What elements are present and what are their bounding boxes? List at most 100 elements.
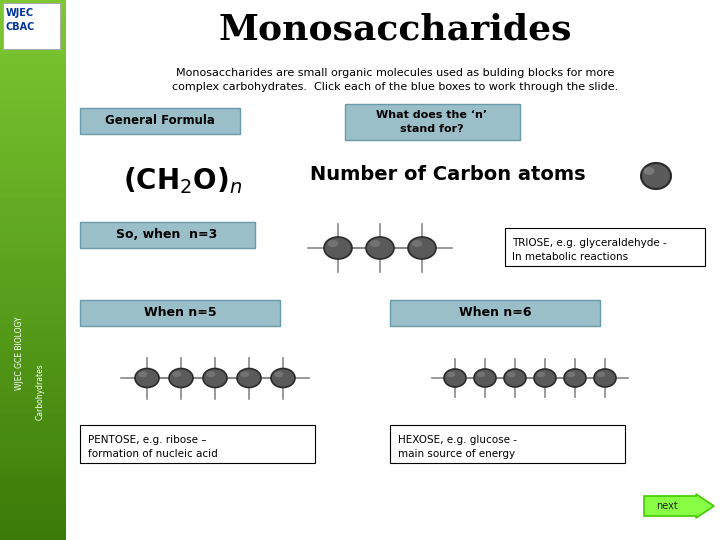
Text: PENTOSE, e.g. ribose –: PENTOSE, e.g. ribose – <box>88 435 207 445</box>
Ellipse shape <box>172 371 181 377</box>
Polygon shape <box>0 342 66 351</box>
Ellipse shape <box>366 237 394 259</box>
Text: When n=6: When n=6 <box>459 307 531 320</box>
Ellipse shape <box>237 368 261 388</box>
Polygon shape <box>0 405 66 414</box>
Ellipse shape <box>206 371 215 377</box>
Text: What does the ‘n’
stand for?: What does the ‘n’ stand for? <box>377 110 487 134</box>
Polygon shape <box>0 324 66 333</box>
Ellipse shape <box>474 369 496 387</box>
Polygon shape <box>0 225 66 234</box>
Ellipse shape <box>594 369 616 387</box>
Polygon shape <box>0 90 66 99</box>
Polygon shape <box>0 234 66 243</box>
Ellipse shape <box>534 369 556 387</box>
Text: CBAC: CBAC <box>6 22 35 32</box>
Polygon shape <box>0 369 66 378</box>
Polygon shape <box>0 45 66 54</box>
Ellipse shape <box>641 163 671 189</box>
Ellipse shape <box>274 371 283 377</box>
FancyBboxPatch shape <box>80 300 280 326</box>
Polygon shape <box>0 108 66 117</box>
Polygon shape <box>0 441 66 450</box>
Text: Number of Carbon atoms: Number of Carbon atoms <box>310 165 586 184</box>
Polygon shape <box>0 36 66 45</box>
Ellipse shape <box>477 372 485 377</box>
Polygon shape <box>0 162 66 171</box>
Ellipse shape <box>408 237 436 259</box>
Text: So, when  n=3: So, when n=3 <box>117 228 217 241</box>
FancyBboxPatch shape <box>3 3 60 49</box>
Ellipse shape <box>369 240 380 247</box>
Polygon shape <box>0 531 66 540</box>
Text: HEXOSE, e.g. glucose -: HEXOSE, e.g. glucose - <box>398 435 517 445</box>
FancyBboxPatch shape <box>390 300 600 326</box>
Polygon shape <box>0 144 66 153</box>
Polygon shape <box>0 207 66 216</box>
Ellipse shape <box>328 240 338 247</box>
Polygon shape <box>0 171 66 180</box>
Polygon shape <box>0 360 66 369</box>
Polygon shape <box>0 252 66 261</box>
Ellipse shape <box>203 368 227 388</box>
Polygon shape <box>0 522 66 531</box>
Polygon shape <box>0 333 66 342</box>
Polygon shape <box>0 117 66 126</box>
Polygon shape <box>0 387 66 396</box>
Ellipse shape <box>567 372 575 377</box>
Polygon shape <box>0 351 66 360</box>
Text: WJEC GCE BIOLOGY: WJEC GCE BIOLOGY <box>16 316 24 390</box>
Polygon shape <box>0 414 66 423</box>
Polygon shape <box>0 513 66 522</box>
Polygon shape <box>0 468 66 477</box>
Polygon shape <box>0 459 66 468</box>
Text: Carbohydrates: Carbohydrates <box>35 363 45 420</box>
Polygon shape <box>0 279 66 288</box>
FancyArrow shape <box>644 494 714 518</box>
Ellipse shape <box>324 237 352 259</box>
Polygon shape <box>0 288 66 297</box>
Ellipse shape <box>138 371 148 377</box>
Polygon shape <box>0 432 66 441</box>
Polygon shape <box>0 396 66 405</box>
Polygon shape <box>0 270 66 279</box>
FancyBboxPatch shape <box>80 108 240 134</box>
Polygon shape <box>0 27 66 36</box>
FancyBboxPatch shape <box>345 104 520 140</box>
Ellipse shape <box>564 369 586 387</box>
Polygon shape <box>0 9 66 18</box>
Polygon shape <box>0 180 66 189</box>
Text: Monosaccharides: Monosaccharides <box>218 12 572 46</box>
Ellipse shape <box>240 371 249 377</box>
Text: General Formula: General Formula <box>105 114 215 127</box>
Text: WJEC: WJEC <box>6 8 34 18</box>
Text: formation of nucleic acid: formation of nucleic acid <box>88 449 217 459</box>
Polygon shape <box>0 216 66 225</box>
Polygon shape <box>0 189 66 198</box>
Polygon shape <box>0 378 66 387</box>
Polygon shape <box>0 486 66 495</box>
Ellipse shape <box>507 372 516 377</box>
Polygon shape <box>0 306 66 315</box>
Polygon shape <box>0 72 66 81</box>
Polygon shape <box>0 477 66 486</box>
Text: When n=5: When n=5 <box>144 307 216 320</box>
Polygon shape <box>0 423 66 432</box>
Text: Monosaccharides are small organic molecules used as bulding blocks for more
comp: Monosaccharides are small organic molecu… <box>172 68 618 92</box>
Polygon shape <box>0 81 66 90</box>
Text: main source of energy: main source of energy <box>398 449 515 459</box>
Polygon shape <box>0 126 66 135</box>
Text: TRIOSE, e.g. glyceraldehyde -: TRIOSE, e.g. glyceraldehyde - <box>512 238 667 248</box>
Polygon shape <box>0 135 66 144</box>
Ellipse shape <box>412 240 422 247</box>
Text: In metabolic reactions: In metabolic reactions <box>512 252 628 262</box>
Ellipse shape <box>537 372 545 377</box>
Ellipse shape <box>447 372 455 377</box>
Polygon shape <box>0 153 66 162</box>
Ellipse shape <box>504 369 526 387</box>
Ellipse shape <box>271 368 295 388</box>
Polygon shape <box>0 243 66 252</box>
Polygon shape <box>0 261 66 270</box>
Polygon shape <box>0 450 66 459</box>
Ellipse shape <box>135 368 159 388</box>
